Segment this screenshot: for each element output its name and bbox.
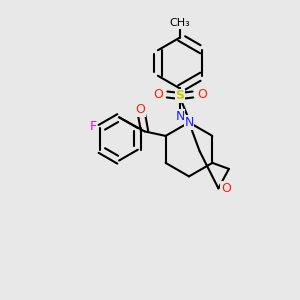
Text: N: N <box>175 110 185 123</box>
Text: N: N <box>184 116 194 129</box>
Text: O: O <box>197 88 207 101</box>
Text: O: O <box>153 88 163 101</box>
Text: CH₃: CH₃ <box>169 18 190 28</box>
Text: S: S <box>176 89 184 103</box>
Text: O: O <box>221 182 231 195</box>
Text: F: F <box>89 120 97 133</box>
Text: O: O <box>135 103 145 116</box>
